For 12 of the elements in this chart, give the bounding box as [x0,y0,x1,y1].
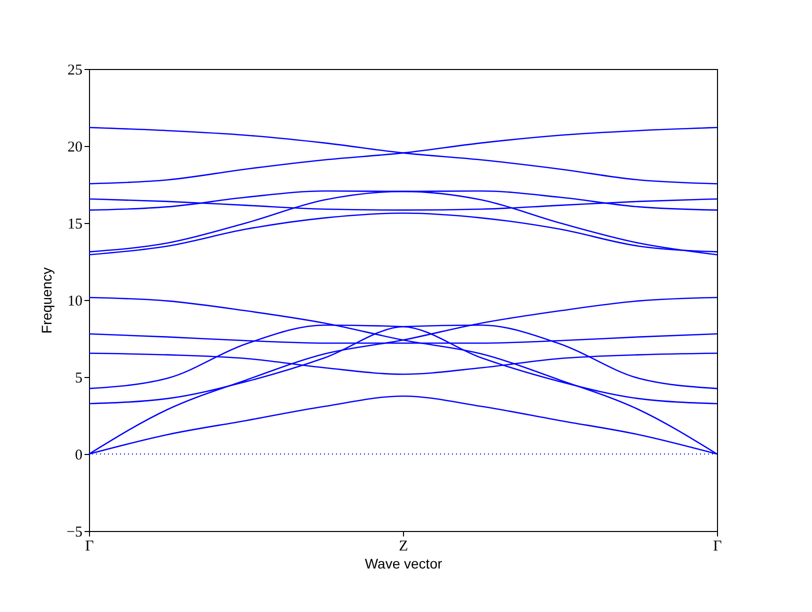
x-tick-label: Z [398,538,408,554]
y-tick-label: 20 [68,140,82,156]
y-tick-label: −5 [66,524,82,540]
y-axis-title: Frequency [38,267,55,334]
x-axis-title: Wave vector [364,556,442,572]
y-tick-label: 25 [68,62,82,78]
y-tick-label: 15 [68,216,82,232]
x-tick-label: Γ [713,538,722,554]
x-tick-label: Γ [85,538,94,554]
y-tick-label: 10 [68,294,82,310]
y-tick-label: 0 [75,448,82,464]
y-tick-label: 5 [75,370,82,386]
